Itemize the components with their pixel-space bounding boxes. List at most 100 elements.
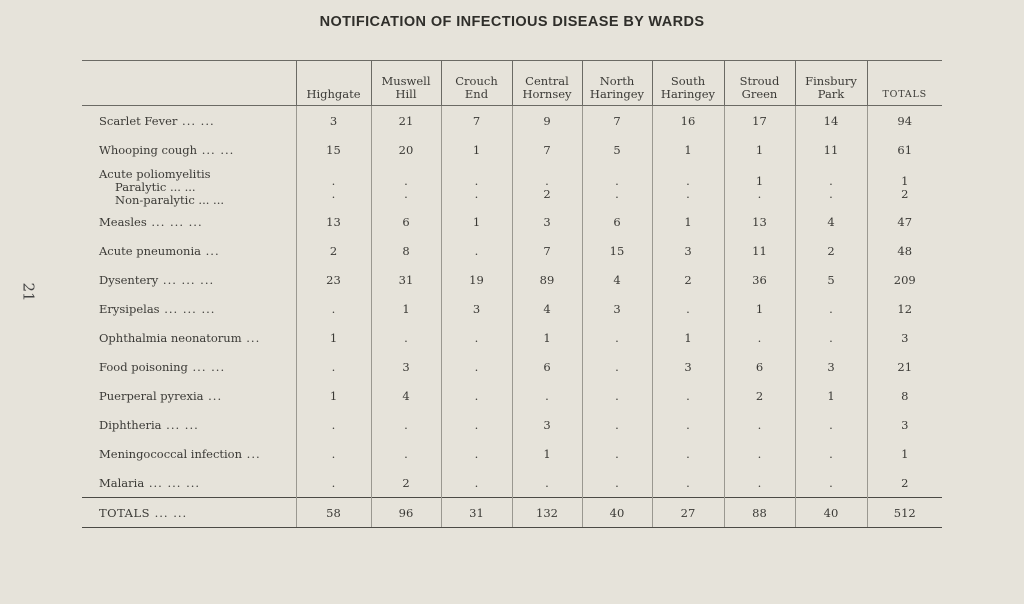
table-cell: .	[581, 352, 652, 381]
table-cell: 58	[295, 497, 371, 528]
table-cell: 7	[440, 105, 512, 135]
table-cell: .	[295, 410, 371, 439]
table-cell: 14	[794, 105, 867, 135]
table-cell: 3	[794, 352, 867, 381]
table-cell: 1.	[723, 164, 795, 207]
table-cell: 27	[651, 497, 724, 528]
table-cell: 3	[651, 236, 724, 265]
table-cell: 3	[511, 410, 582, 439]
table-cell: 1	[651, 323, 724, 352]
leader-dots: ...	[242, 446, 261, 461]
row-label-text: Acute pneumonia	[99, 243, 201, 258]
table-cell: 1	[440, 207, 512, 236]
cell-value: .	[829, 187, 833, 201]
row-label: Acute pneumonia ...	[82, 236, 296, 265]
table-cell: 132	[511, 497, 582, 528]
table-cell: .	[440, 439, 512, 468]
column-header: Finsbury Park	[794, 60, 867, 106]
column-header: North Haringey	[581, 60, 652, 106]
leader-dots: ... ... ...	[158, 272, 215, 287]
table-body: Scarlet Fever ... ... 3 21 7 9 7 16 17 14 94 Whoop…	[82, 105, 942, 528]
table-cell: 17	[723, 105, 795, 135]
totals-row: TOTALS ... ... 58 96 31 132 40 27 88 40 512	[82, 497, 942, 528]
table-cell: 1	[511, 439, 582, 468]
row-label-line: Non-paralytic ... ...	[115, 193, 225, 207]
cell-value: .	[331, 187, 336, 201]
row-label-text: TOTALS	[99, 505, 150, 520]
table-cell: 1	[723, 294, 795, 323]
table-cell: .	[511, 468, 582, 498]
table-cell: .	[723, 323, 795, 352]
table-cell: .	[651, 439, 724, 468]
table-cell: 5	[581, 135, 652, 164]
table-cell: .	[581, 323, 652, 352]
table-cell: 15	[581, 236, 652, 265]
table-row: Erysipelas ... ... .... 1 3 4 3. 1. 12	[82, 294, 942, 323]
table-cell: 21	[866, 352, 942, 381]
table-cell: 20	[370, 135, 441, 164]
column-header-text: Muswell	[381, 74, 431, 88]
table-cell: 5	[794, 265, 867, 294]
column-header-text: South	[670, 74, 706, 88]
table-cell: 7	[511, 236, 582, 265]
table-cell: .	[794, 468, 867, 498]
cell-value: .	[404, 187, 408, 201]
table-cell: .	[794, 323, 867, 352]
leader-dots: ... ... ...	[159, 301, 216, 316]
cell-value: .	[474, 174, 479, 188]
table-cell: 96	[370, 497, 441, 528]
table-cell: 4	[511, 294, 582, 323]
cell-value: .	[474, 187, 479, 201]
leader-dots: ... ...	[177, 113, 215, 128]
cell-value: 2	[543, 187, 551, 201]
leader-dots: ...	[203, 388, 223, 403]
leader-dots: ... ...	[197, 142, 235, 157]
table-row: Ophthalmia neonatorum ... 1.. 1. 1.. 3	[82, 323, 942, 352]
table-cell: 13	[295, 207, 371, 236]
table-cell: 6	[511, 352, 582, 381]
table-cell: .	[651, 410, 724, 439]
table-cell: 3	[866, 410, 942, 439]
table-row: Whooping cough ... ... 15 20 1 7 5 1 1 11 61	[82, 135, 942, 164]
table-cell: 3	[295, 105, 371, 135]
cell-value: .	[615, 187, 619, 201]
table-cell: 6	[581, 207, 652, 236]
table-row: Measles ... ... ... 13 6 1 3 6 1 13 4 47	[82, 207, 942, 236]
row-label-line: Paralytic ... ...	[115, 180, 196, 194]
table-row: Puerperal pyrexia ... 1 4.... 2 1 8	[82, 381, 942, 410]
table-cell: 1	[794, 381, 867, 410]
row-label-line: Acute poliomyelitis	[99, 167, 211, 181]
table-cell: .	[440, 236, 512, 265]
table-cell: .	[295, 294, 371, 323]
cell-value: .	[404, 174, 408, 188]
column-header: South Haringey	[651, 60, 724, 106]
row-label: Measles ... ... ...	[82, 207, 296, 236]
table-cell: 16	[651, 105, 724, 135]
table-row: Malaria ... ... .... 2...... 2	[82, 468, 942, 498]
column-header: Crouch End	[440, 60, 512, 106]
table-cell: 2	[723, 381, 795, 410]
column-header-text: Highgate	[306, 87, 361, 101]
table-cell: .	[440, 410, 512, 439]
row-label: Dysentery ... ... ...	[82, 265, 296, 294]
page-title: NOTIFICATION OF INFECTIOUS DISEASE BY WA…	[319, 14, 705, 30]
row-label-text: Meningococcal infection	[99, 446, 243, 461]
table-cell: ..	[370, 164, 441, 207]
table-cell: 3	[370, 352, 441, 381]
table-cell: 2	[370, 468, 441, 498]
table-cell: .	[440, 468, 512, 498]
table-cell: 47	[866, 207, 942, 236]
table-cell: 31	[440, 497, 512, 528]
header-blank	[82, 61, 296, 106]
table-cell: 48	[866, 236, 942, 265]
table-cell: .	[581, 410, 652, 439]
row-label-text: Puerperal pyrexia	[99, 388, 204, 403]
row-label: Acute poliomyelitis Paralytic ... ... Non-…	[82, 164, 296, 207]
table-row: Acute poliomyelitis Paralytic ... ... Non-…	[82, 164, 942, 207]
column-header-text: Park	[817, 87, 845, 101]
table-cell: 40	[794, 497, 867, 528]
table-cell: 2	[295, 236, 371, 265]
disease-table: Highgate Muswell Hill Crouch End Central Horns…	[82, 60, 942, 528]
row-label: Puerperal pyrexia ...	[82, 381, 296, 410]
